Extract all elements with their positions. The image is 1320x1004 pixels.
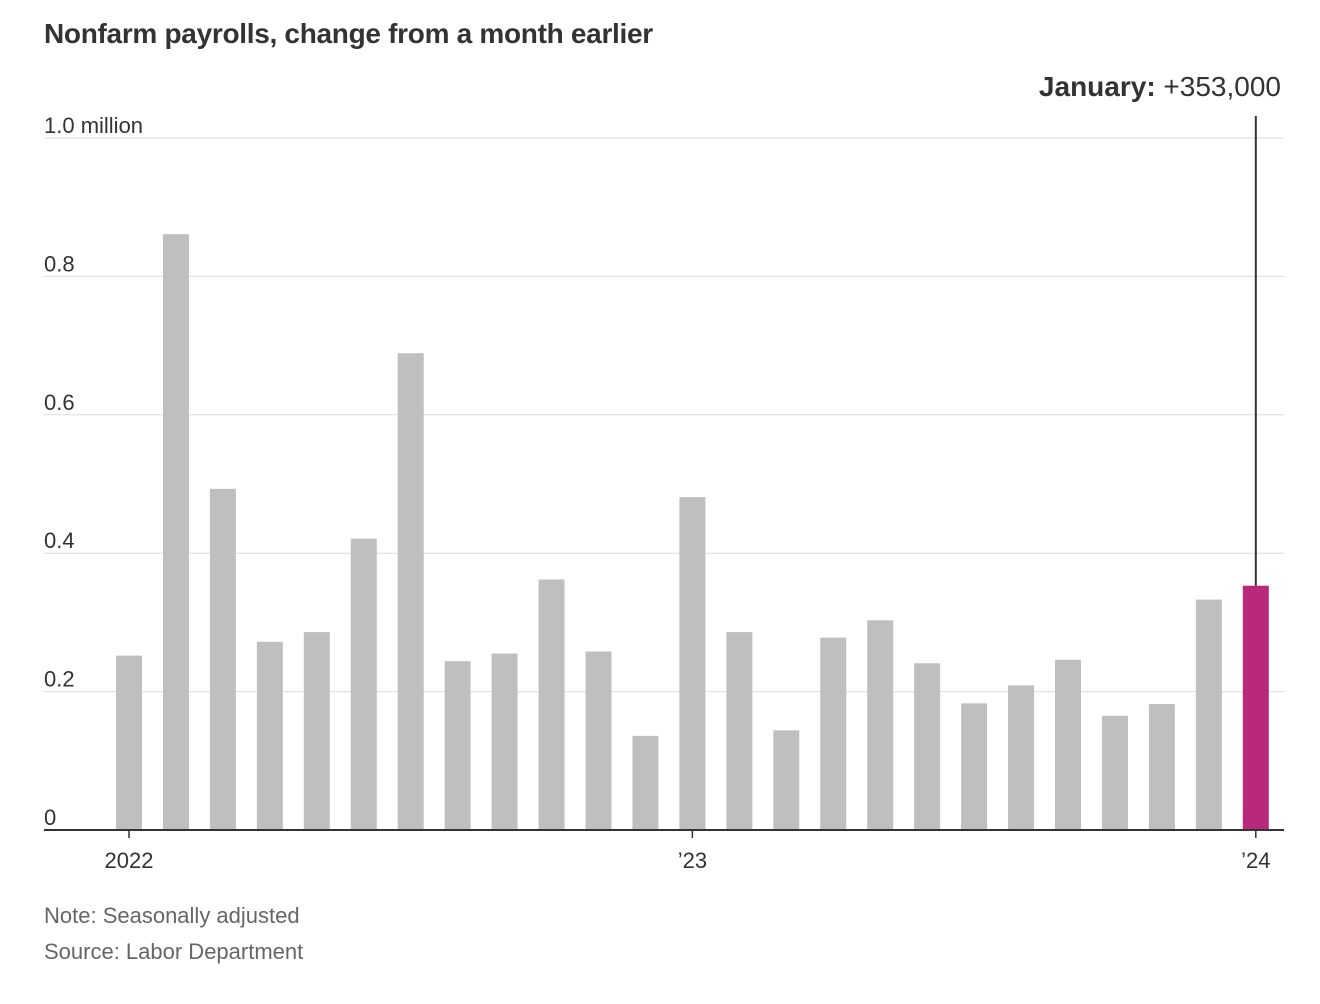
bar	[1195, 599, 1222, 830]
x-axis-ticks: 2022 ’23 ’24	[105, 830, 1270, 873]
bar	[444, 661, 471, 830]
bar	[1008, 685, 1035, 830]
bar-chart: 0 0.2 0.4 0.6 0.8 1.0 million 2022 ’23 ’24 Janu…	[44, 71, 1284, 873]
bar	[1101, 715, 1128, 830]
y-tick-label: 0.2	[44, 667, 75, 692]
bar	[1148, 704, 1175, 830]
bar-highlight	[1242, 585, 1269, 830]
callout-annotation: January: +353,000	[1039, 71, 1281, 102]
y-tick-label: 0	[44, 805, 56, 830]
bar	[679, 497, 706, 830]
bar	[491, 653, 518, 830]
bar	[350, 538, 377, 830]
bar	[773, 730, 800, 830]
x-tick-label: 2022	[105, 848, 154, 873]
note-text: Note: Seasonally adjusted	[44, 903, 300, 928]
y-tick-label: 1.0 million	[44, 113, 143, 138]
y-tick-label: 0.8	[44, 251, 75, 276]
bar	[116, 655, 142, 830]
y-tick-label: 0.4	[44, 528, 75, 553]
source-text: Source: Labor Department	[44, 939, 304, 964]
bars	[116, 234, 1269, 831]
bar	[397, 353, 424, 830]
x-tick-label: ’23	[678, 848, 707, 873]
y-tick-label: 0.6	[44, 390, 75, 415]
bar	[256, 641, 283, 830]
bar	[726, 632, 753, 830]
bar	[867, 620, 894, 830]
bar	[820, 637, 847, 830]
bar	[209, 488, 236, 830]
callout-value: +353,000	[1163, 71, 1281, 102]
bar	[914, 663, 941, 830]
chart-title: Nonfarm payrolls, change from a month ea…	[44, 18, 653, 49]
bar	[585, 651, 612, 830]
bar	[303, 632, 330, 830]
y-axis-ticks: 0 0.2 0.4 0.6 0.8 1.0 million	[44, 113, 143, 830]
bar	[1055, 659, 1081, 830]
footnotes: Note: Seasonally adjusted Source: Labor …	[44, 898, 303, 970]
bar	[961, 703, 988, 830]
callout-label: January:	[1039, 71, 1156, 102]
bar	[162, 234, 189, 831]
bar	[632, 735, 659, 830]
x-tick-label: ’24	[1241, 848, 1270, 873]
bar	[538, 579, 565, 830]
